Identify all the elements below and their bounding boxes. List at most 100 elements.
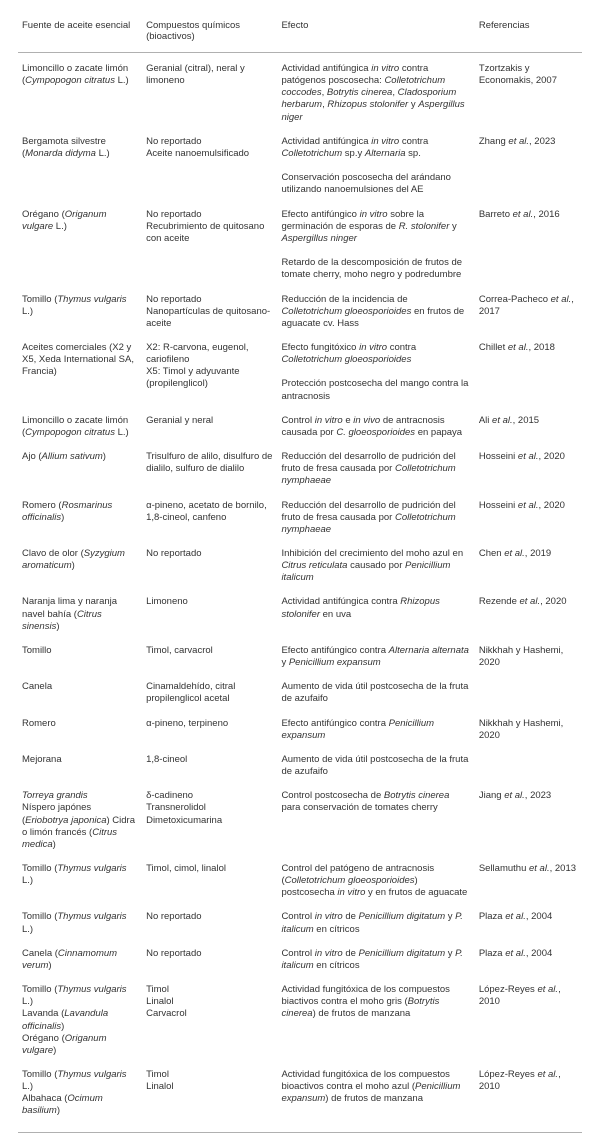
cell-effect: Reducción del desarrollo de pudrición de… xyxy=(277,445,474,493)
essential-oils-table: Fuente de aceite esencial Compuestos quí… xyxy=(18,14,582,1130)
cell-source: Tomillo (Thymus vulgaris L.) xyxy=(18,288,142,336)
cell-references: Ali et al., 2015 xyxy=(475,409,582,445)
cell-source: Limoncillo o zacate limón (Cympopogon ci… xyxy=(18,53,142,130)
table-row: Romeroα-pineno, terpinenoEfecto antifúng… xyxy=(18,712,582,748)
cell-references: Nikkhah y Hashemi, 2020 xyxy=(475,712,582,748)
table-row: Bergamota silvestre (Monarda didyma L.)N… xyxy=(18,130,582,203)
cell-effect: Control in vitro de Penicillium digitatu… xyxy=(277,942,474,978)
table-row: Tomillo (Thymus vulgaris L.)No reportado… xyxy=(18,905,582,941)
cell-references: Plaza et al., 2004 xyxy=(475,905,582,941)
cell-compounds: No reportado xyxy=(142,905,277,941)
cell-compounds: δ-cadinenoTransnerolidolDimetoxicumarina xyxy=(142,784,277,857)
table-row: TomilloTimol, carvacrolEfecto antifúngic… xyxy=(18,639,582,675)
cell-references: Hosseini et al., 2020 xyxy=(475,494,582,542)
table-row: Torreya grandisNíspero japónes (Eriobotr… xyxy=(18,784,582,857)
cell-source: Clavo de olor (Syzygium aromaticum) xyxy=(18,542,142,590)
cell-references: López-Reyes et al., 2010 xyxy=(475,978,582,1063)
cell-source: Romero (Rosmarinus officinalis) xyxy=(18,494,142,542)
cell-source: Tomillo (Thymus vulgaris L.)Albahaca (Oc… xyxy=(18,1063,142,1130)
cell-source: Tomillo (Thymus vulgaris L.) xyxy=(18,905,142,941)
cell-source: Tomillo (Thymus vulgaris L.)Lavanda (Lav… xyxy=(18,978,142,1063)
table-row: Canela (Cinnamomum verum)No reportadoCon… xyxy=(18,942,582,978)
cell-references: López-Reyes et al., 2010 xyxy=(475,1063,582,1130)
table-row: Tomillo (Thymus vulgaris L.)Timol, cimol… xyxy=(18,857,582,905)
cell-references xyxy=(475,748,582,784)
cell-compounds: Timol, carvacrol xyxy=(142,639,277,675)
cell-effect: Control del patógeno de antracnosis (Col… xyxy=(277,857,474,905)
table-body: Limoncillo o zacate limón (Cympopogon ci… xyxy=(18,53,582,1130)
cell-effect: Reducción de la incidencia de Colletotri… xyxy=(277,288,474,336)
cell-compounds: α-pineno, acetato de bornilo, 1,8-cineol… xyxy=(142,494,277,542)
cell-compounds: No reportadoNanopartículas de quitosano-… xyxy=(142,288,277,336)
cell-compounds: Cinamaldehído, citral propilenglicol ace… xyxy=(142,675,277,711)
cell-references: Chen et al., 2019 xyxy=(475,542,582,590)
table-row: Tomillo (Thymus vulgaris L.)Lavanda (Lav… xyxy=(18,978,582,1063)
cell-effect: Actividad fungitóxica de los compuestos … xyxy=(277,978,474,1063)
cell-compounds: TimolLinalolCarvacrol xyxy=(142,978,277,1063)
cell-effect: Efecto antifúngico contra Alternaria alt… xyxy=(277,639,474,675)
table-bottom-rule xyxy=(18,1132,582,1133)
cell-compounds: TimolLinalol xyxy=(142,1063,277,1130)
table-row: Mejorana1,8-cineolAumento de vida útil p… xyxy=(18,748,582,784)
cell-references: Nikkhah y Hashemi, 2020 xyxy=(475,639,582,675)
cell-effect: Control in vitro e in vivo de antracnosi… xyxy=(277,409,474,445)
cell-effect: Aumento de vida útil postcosecha de la f… xyxy=(277,675,474,711)
cell-effect: Control postcosecha de Botrytis cinerea … xyxy=(277,784,474,857)
cell-compounds: Trisulfuro de alilo, disulfuro de dialil… xyxy=(142,445,277,493)
cell-source: Ajo (Allium sativum) xyxy=(18,445,142,493)
cell-references: Rezende et al., 2020 xyxy=(475,590,582,638)
cell-effect: Inhibición del crecimiento del moho azul… xyxy=(277,542,474,590)
table-row: Tomillo (Thymus vulgaris L.)No reportado… xyxy=(18,288,582,336)
cell-references: Barreto et al., 2016 xyxy=(475,203,582,288)
cell-effect: Aumento de vida útil postcosecha de la f… xyxy=(277,748,474,784)
cell-compounds: 1,8-cineol xyxy=(142,748,277,784)
table-row: Aceites comerciales (X2 y X5, Xeda Inter… xyxy=(18,336,582,409)
table-row: Orégano (Origanum vulgare L.)No reportad… xyxy=(18,203,582,288)
cell-compounds: Timol, cimol, linalol xyxy=(142,857,277,905)
cell-source: Limoncillo o zacate limón (Cympopogon ci… xyxy=(18,409,142,445)
table-row: Limoncillo o zacate limón (Cympopogon ci… xyxy=(18,53,582,130)
cell-compounds: No reportadoAceite nanoemulsificado xyxy=(142,130,277,203)
table-row: Romero (Rosmarinus officinalis)α-pineno,… xyxy=(18,494,582,542)
cell-effect: Control in vitro de Penicillium digitatu… xyxy=(277,905,474,941)
cell-references: Jiang et al., 2023 xyxy=(475,784,582,857)
header-source: Fuente de aceite esencial xyxy=(18,14,142,53)
cell-effect: Actividad antifúngica in vitro contra Co… xyxy=(277,130,474,203)
cell-effect: Efecto antifúngico in vitro sobre la ger… xyxy=(277,203,474,288)
cell-compounds: Geranial y neral xyxy=(142,409,277,445)
table-header-row: Fuente de aceite esencial Compuestos quí… xyxy=(18,14,582,53)
cell-effect: Reducción del desarrollo de pudrición de… xyxy=(277,494,474,542)
cell-compounds: No reportado xyxy=(142,942,277,978)
cell-source: Tomillo (Thymus vulgaris L.) xyxy=(18,857,142,905)
cell-references: Hosseini et al., 2020 xyxy=(475,445,582,493)
cell-source: Romero xyxy=(18,712,142,748)
cell-references: Tzortzakis y Economakis, 2007 xyxy=(475,53,582,130)
cell-compounds: No reportadoRecubrimiento de quitosano c… xyxy=(142,203,277,288)
cell-compounds: X2: R-carvona, eugenol, cariofilenoX5: T… xyxy=(142,336,277,409)
table-row: Tomillo (Thymus vulgaris L.)Albahaca (Oc… xyxy=(18,1063,582,1130)
cell-compounds: α-pineno, terpineno xyxy=(142,712,277,748)
cell-references xyxy=(475,675,582,711)
cell-effect: Actividad antifúngica contra Rhizopus st… xyxy=(277,590,474,638)
cell-references: Zhang et al., 2023 xyxy=(475,130,582,203)
cell-effect: Actividad fungitóxica de los compuestos … xyxy=(277,1063,474,1130)
table-row: CanelaCinamaldehído, citral propilenglic… xyxy=(18,675,582,711)
header-references: Referencias xyxy=(475,14,582,53)
cell-compounds: Limoneno xyxy=(142,590,277,638)
cell-source: Naranja lima y naranja navel bahía (Citr… xyxy=(18,590,142,638)
header-effect: Efecto xyxy=(277,14,474,53)
cell-source: Orégano (Origanum vulgare L.) xyxy=(18,203,142,288)
cell-source: Bergamota silvestre (Monarda didyma L.) xyxy=(18,130,142,203)
cell-references: Plaza et al., 2004 xyxy=(475,942,582,978)
cell-source: Tomillo xyxy=(18,639,142,675)
header-compounds: Compuestos químicos (bioactivos) xyxy=(142,14,277,53)
cell-compounds: Geranial (citral), neral y limoneno xyxy=(142,53,277,130)
table-row: Limoncillo o zacate limón (Cympopogon ci… xyxy=(18,409,582,445)
cell-references: Correa-Pacheco et al., 2017 xyxy=(475,288,582,336)
table-row: Clavo de olor (Syzygium aromaticum)No re… xyxy=(18,542,582,590)
table-row: Naranja lima y naranja navel bahía (Citr… xyxy=(18,590,582,638)
cell-effect: Efecto fungitóxico in vitro contra Colle… xyxy=(277,336,474,409)
cell-source: Canela (Cinnamomum verum) xyxy=(18,942,142,978)
cell-references: Sellamuthu et al., 2013 xyxy=(475,857,582,905)
table-row: Ajo (Allium sativum)Trisulfuro de alilo,… xyxy=(18,445,582,493)
